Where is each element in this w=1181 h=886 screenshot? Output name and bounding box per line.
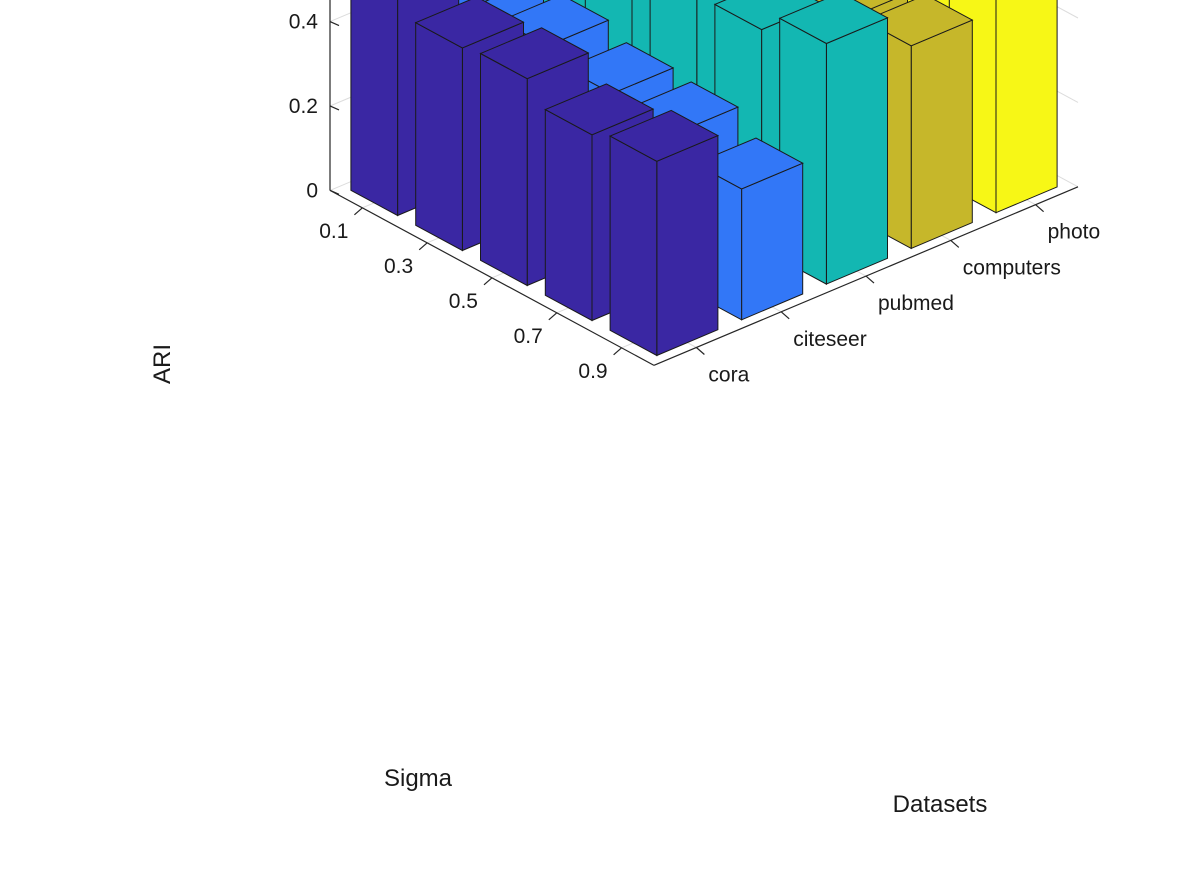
z-tick-label: 0.2 <box>289 95 318 118</box>
bar-top-face <box>479 27 590 80</box>
z-tick <box>329 105 340 111</box>
bar-front-face <box>656 134 719 357</box>
dataset-tick-label: photo <box>1048 221 1101 244</box>
axes <box>329 0 1079 366</box>
bar-top-face <box>414 0 525 49</box>
sigma-tick <box>354 207 363 216</box>
sigma-tick <box>548 312 558 321</box>
bar-side-face <box>609 135 658 357</box>
bar-pubmed-sigma-0.9 <box>778 0 889 285</box>
bar-cora-sigma-0.9 <box>608 109 720 357</box>
sigma-tick-label: 0.3 <box>384 255 413 278</box>
dataset-tick-label: cora <box>708 364 749 387</box>
bar-side-face <box>415 21 463 252</box>
dataset-tick-label: citeseer <box>793 328 867 351</box>
sigma-tick-label: 0.5 <box>449 290 478 313</box>
z-tick <box>329 21 340 27</box>
dataset-tick <box>865 275 875 284</box>
bar-top-face <box>608 109 720 162</box>
bar-top-face <box>544 83 655 136</box>
sigma-tick-label: 0.9 <box>578 360 607 383</box>
datasets-axis-title: Datasets <box>893 791 988 818</box>
sigma-tick <box>483 277 493 286</box>
dataset-tick <box>780 311 790 320</box>
z-axis-title: ARI <box>149 344 176 384</box>
sigma-axis-title: Sigma <box>384 765 453 792</box>
z-tick <box>329 189 340 195</box>
bar-front-face <box>741 162 804 321</box>
bar-top-face <box>778 0 889 45</box>
bar-front-face <box>995 0 1058 214</box>
sigma-tick <box>613 347 622 356</box>
z-tick-label: 0.4 <box>289 11 319 34</box>
dataset-tick <box>950 239 960 248</box>
z-tick-label: 0 <box>306 179 318 202</box>
tick-labels: 00.20.40.60.80.10.30.50.70.9coraciteseer… <box>289 11 1101 387</box>
bars <box>350 0 1058 357</box>
bar-front-face <box>825 17 888 285</box>
sigma-tick <box>418 242 428 251</box>
dataset-tick-label: pubmed <box>878 292 954 315</box>
bar-side-face <box>544 108 593 322</box>
bar-side-face <box>350 0 399 217</box>
dataset-tick-label: computers <box>963 256 1061 279</box>
bar-front-face <box>910 19 973 250</box>
dataset-tick <box>1035 204 1044 213</box>
sigma-tick-label: 0.1 <box>319 220 348 243</box>
sigma-tick-label: 0.7 <box>514 325 543 348</box>
dataset-tick <box>696 347 705 355</box>
bar-side-face <box>480 52 528 287</box>
